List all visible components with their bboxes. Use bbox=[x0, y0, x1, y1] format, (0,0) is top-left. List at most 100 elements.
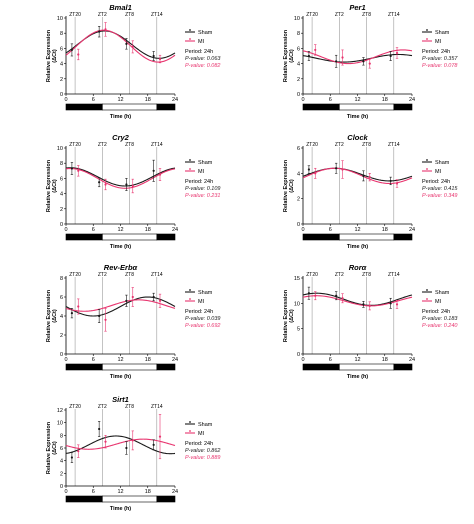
zt-label: ZT20 bbox=[306, 12, 318, 18]
x-tick-label: 18 bbox=[145, 227, 151, 233]
zt-label: ZT20 bbox=[69, 404, 81, 410]
y-tick-label: 6 bbox=[297, 146, 300, 152]
y-axis-label: Relative Expression bbox=[46, 29, 52, 82]
legend-sham-label: Sham bbox=[198, 290, 213, 296]
y-tick-label: 4 bbox=[297, 171, 300, 177]
legend-sham-label: Sham bbox=[198, 30, 213, 36]
mi-fit-curve bbox=[65, 438, 176, 450]
data-point bbox=[104, 440, 107, 443]
legend-sham-label: Sham bbox=[198, 160, 213, 166]
sham-p-value: P-value: 0.063 bbox=[185, 56, 221, 62]
chart-panel: Rev-Erbα ZT20 ZT2 ZT8 ZT14 0 2 4 6 8 0 6 12 18 24 Relat… bbox=[0, 260, 237, 388]
sham-p-value: P-value: 0.109 bbox=[185, 186, 220, 192]
y-tick-label: 12 bbox=[57, 408, 63, 414]
legend-sham-marker bbox=[189, 421, 191, 423]
x-tick-label: 0 bbox=[301, 227, 304, 233]
x-tick-label: 0 bbox=[64, 97, 67, 103]
x-tick-label: 6 bbox=[329, 97, 332, 103]
y-tick-label: 2 bbox=[297, 77, 300, 83]
y-tick-label: 0 bbox=[60, 484, 63, 490]
sham-fit-curve bbox=[65, 435, 176, 455]
dark-phase-bar bbox=[302, 233, 340, 241]
chart-panel: Rorα ZT20 ZT2 ZT8 ZT14 0 5 10 15 0 6 12 18 24 Relative… bbox=[237, 260, 474, 388]
zt-label: ZT14 bbox=[151, 142, 163, 148]
zt-label: ZT8 bbox=[362, 12, 371, 18]
y-tick-label: 4 bbox=[60, 192, 63, 198]
sham-p-value: P-value: 0.183 bbox=[422, 316, 458, 322]
data-point bbox=[368, 176, 371, 179]
chart-title: Clock bbox=[347, 133, 368, 142]
x-tick-label: 12 bbox=[354, 97, 360, 103]
sham-p-value: P-value: 0.357 bbox=[422, 56, 458, 62]
data-point bbox=[98, 30, 101, 33]
y-axis-unit: (ΔCt) bbox=[52, 179, 58, 193]
x-tick-label: 6 bbox=[92, 97, 95, 103]
mi-p-value: P-value: 0.692 bbox=[185, 323, 220, 329]
data-point bbox=[341, 56, 344, 59]
data-point bbox=[362, 60, 365, 63]
period-text: Period: 24h bbox=[422, 179, 450, 185]
data-point bbox=[158, 435, 162, 438]
sham-fit-curve bbox=[65, 296, 176, 317]
legend-sham-label: Sham bbox=[435, 30, 450, 36]
mi-p-value: P-value: 0.349 bbox=[422, 193, 457, 199]
data-point bbox=[158, 299, 162, 302]
y-axis-label: Relative Expression bbox=[46, 421, 52, 474]
zt-label: ZT14 bbox=[388, 12, 400, 18]
x-tick-label: 6 bbox=[92, 227, 95, 233]
legend-mi-label: MI bbox=[198, 39, 205, 45]
mi-fit-curve bbox=[65, 167, 176, 189]
x-tick-label: 12 bbox=[117, 357, 123, 363]
legend-mi-label: MI bbox=[198, 169, 205, 175]
mi-p-value: P-value: 0.889 bbox=[185, 455, 220, 461]
data-point bbox=[395, 51, 399, 55]
legend-mi-label: MI bbox=[435, 299, 442, 305]
legend-mi-label: MI bbox=[198, 299, 205, 305]
y-axis-unit: (ΔCt) bbox=[289, 49, 295, 63]
zt-label: ZT20 bbox=[306, 142, 318, 148]
data-point bbox=[341, 297, 344, 300]
y-axis-label: Relative Expression bbox=[46, 159, 52, 212]
data-point bbox=[307, 54, 311, 58]
data-point bbox=[131, 439, 134, 442]
period-text: Period: 24h bbox=[422, 49, 450, 55]
legend-mi-marker bbox=[189, 168, 191, 170]
x-tick-label: 0 bbox=[64, 357, 67, 363]
zt-label: ZT8 bbox=[362, 272, 371, 278]
zt-label: ZT2 bbox=[335, 272, 344, 278]
mi-p-value: P-value: 0.240 bbox=[422, 323, 458, 329]
data-point bbox=[314, 48, 317, 52]
legend-mi-marker bbox=[426, 298, 428, 300]
legend-mi-label: MI bbox=[435, 169, 442, 175]
mi-fit-curve bbox=[65, 29, 176, 63]
dark-phase-bar bbox=[393, 363, 413, 371]
dark-phase-bar bbox=[156, 103, 176, 111]
data-point bbox=[77, 450, 80, 453]
zt-label: ZT14 bbox=[151, 272, 163, 278]
period-text: Period: 24h bbox=[185, 309, 213, 315]
data-point bbox=[131, 45, 134, 48]
data-point bbox=[70, 167, 74, 170]
data-point bbox=[389, 302, 392, 305]
sham-fit-curve bbox=[302, 167, 413, 182]
y-tick-label: 8 bbox=[60, 161, 63, 167]
zt-label: ZT2 bbox=[98, 272, 107, 278]
legend-mi-marker bbox=[189, 430, 191, 432]
x-tick-label: 0 bbox=[301, 357, 304, 363]
data-point bbox=[77, 305, 80, 308]
data-point bbox=[341, 168, 344, 171]
dark-phase-bar bbox=[302, 103, 340, 111]
y-tick-label: 6 bbox=[60, 446, 63, 452]
y-tick-label: 10 bbox=[57, 146, 63, 152]
legend-sham-marker bbox=[189, 289, 191, 291]
chart-panel: Sirt1 ZT20 ZT2 ZT8 ZT14 0 2 4 6 8 10 12 0 6 12 18 24 Rela… bbox=[0, 392, 237, 520]
chart-title: Rev-Erbα bbox=[104, 263, 138, 272]
x-tick-label: 18 bbox=[382, 227, 388, 233]
y-tick-label: 4 bbox=[60, 62, 63, 68]
data-point bbox=[125, 446, 128, 450]
y-tick-label: 4 bbox=[60, 459, 63, 465]
x-tick-label: 12 bbox=[117, 97, 123, 103]
